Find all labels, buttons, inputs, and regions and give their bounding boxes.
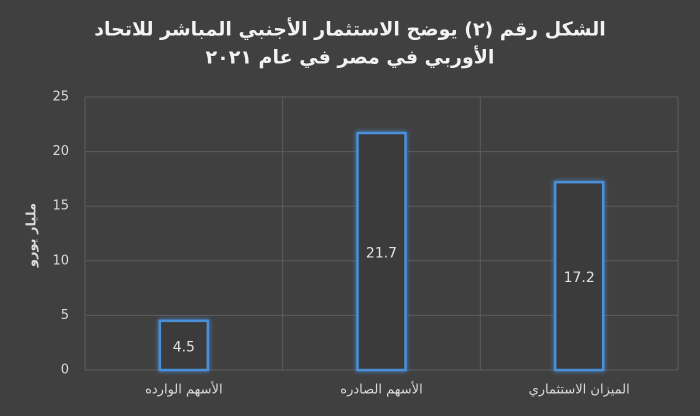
y-tick-label: 15 xyxy=(52,199,69,214)
chart-title: الأوربي في مصر في عام ٢٠٢١ xyxy=(206,46,495,69)
data-label: 4.5 xyxy=(173,339,195,355)
chart-title: الشكل رقم (٢) يوضح الاستثمار الأجنبي الم… xyxy=(94,18,605,41)
bar xyxy=(553,180,605,372)
data-label: 21.7 xyxy=(366,246,397,262)
x-tick-label: الميزان الاستثماري xyxy=(529,383,630,398)
y-tick-label: 25 xyxy=(52,90,69,105)
bar xyxy=(356,131,407,372)
x-tick-label: الأسهم الصادره xyxy=(340,381,422,398)
y-tick-label: 0 xyxy=(61,363,69,378)
data-label: 17.2 xyxy=(564,270,595,286)
y-axis-label: مليار يورو xyxy=(25,203,40,268)
x-tick-label: الأسهم الوارده xyxy=(145,381,222,398)
y-tick-label: 20 xyxy=(52,144,69,159)
bar xyxy=(158,319,210,372)
y-tick-label: 10 xyxy=(52,253,69,268)
y-tick-label: 5 xyxy=(61,308,69,323)
